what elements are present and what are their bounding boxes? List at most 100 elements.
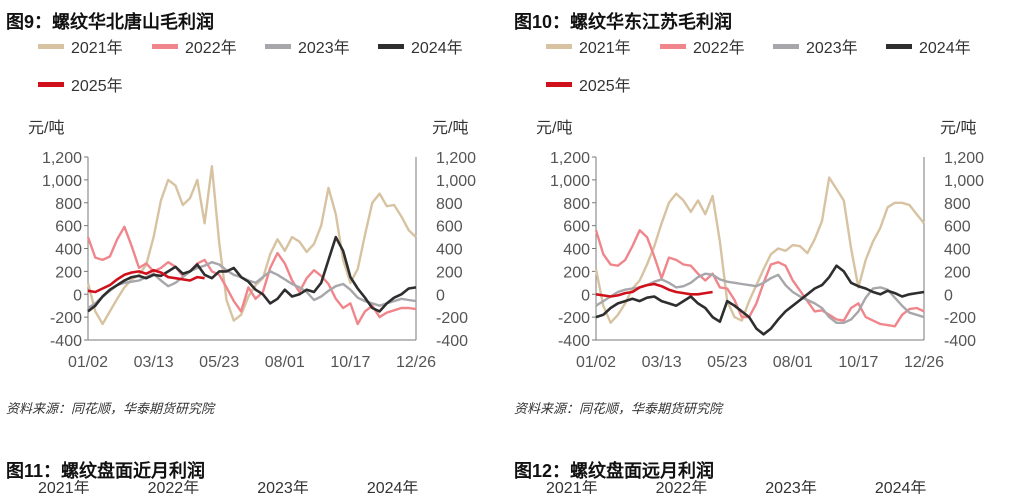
legend-label: 2023年	[298, 40, 350, 57]
legend-item-2021: 2021年	[38, 34, 123, 58]
legend-item-2023: 2023年	[773, 34, 858, 58]
y-tick-label-left: -200	[50, 310, 82, 327]
legend-swatch	[546, 82, 572, 88]
y-tick-label-left: 600	[55, 219, 82, 236]
legend-item-2025: 2025年	[546, 72, 631, 96]
legend-item-2024: 2024年	[886, 34, 971, 58]
y-tick-label-right: -200	[944, 310, 976, 327]
y-tick-label-right: 1,200	[944, 150, 984, 167]
x-tick-label: 12/26	[396, 354, 436, 371]
y-tick-label-left: 800	[55, 196, 82, 213]
y-tick-label-left: 1,000	[550, 173, 590, 190]
legend-item-2023: 2023年	[265, 34, 350, 58]
source-note: 资料来源：同花顺，华泰期货研究院	[514, 401, 723, 416]
y-tick-label-right: 600	[944, 219, 971, 236]
legend-label: 2021年	[546, 480, 598, 494]
legend-label: 2021年	[38, 480, 90, 494]
y-tick-label-left: 1,200	[42, 150, 82, 167]
legend-item-2022: 2022年	[660, 34, 745, 58]
chart-panel-right: 图10：螺纹华东江苏毛利润 2021年 2022年 2023年 2024年 20…	[514, 0, 1019, 420]
x-tick-label: 12/26	[904, 354, 944, 371]
series-line-2022	[86, 225, 417, 326]
y-tick-label-right: 1,200	[436, 150, 476, 167]
y-tick-label-right: 1,000	[436, 173, 476, 190]
x-tick-label: 01/02	[576, 354, 616, 371]
next-figure-title-right: 图12：螺纹盘面远月利润	[514, 461, 715, 481]
x-tick-label: 05/23	[707, 354, 747, 371]
legend-label: 2024年	[366, 480, 419, 494]
chart-title: 图10：螺纹华东江苏毛利润	[514, 12, 733, 32]
legend-label: 2022年	[147, 480, 200, 494]
next-figure-legend-right: 2021年 2022年 2023年 2024年	[546, 480, 984, 494]
legend-label: 2021年	[71, 40, 123, 57]
y-tick-label-right: -200	[436, 310, 468, 327]
legend-swatch	[660, 44, 686, 50]
legend-item-2021: 2021年	[546, 34, 631, 58]
series-line-2023	[87, 261, 417, 310]
legend-label: 2023年	[257, 480, 309, 494]
x-tick-label: 03/13	[134, 354, 174, 371]
y-tick-label-left: 800	[563, 196, 590, 213]
chart-panel-left: 图9：螺纹华北唐山毛利润 2021年 2022年 2023年 2024年 202…	[6, 0, 511, 420]
series-line-2025	[595, 282, 713, 298]
x-tick-label: 03/13	[642, 354, 682, 371]
x-tick-label: 10/17	[330, 354, 370, 371]
legend-item-2025: 2025年	[38, 72, 123, 96]
y-tick-label-left: 0	[73, 287, 82, 304]
source-note: 资料来源：同花顺，华泰期货研究院	[6, 401, 215, 416]
legend-swatch	[378, 44, 404, 50]
y-tick-label-right: 800	[944, 196, 971, 213]
y-tick-label-left: -400	[558, 333, 590, 350]
legend-swatch	[152, 44, 178, 50]
y-tick-label-left: 1,200	[550, 150, 590, 167]
x-tick-label: 10/17	[838, 354, 878, 371]
y-tick-label-right: 800	[436, 196, 463, 213]
y-tick-label-left: -400	[50, 333, 82, 350]
y-tick-label-right: 200	[436, 264, 463, 281]
next-figure-title-left: 图11：螺纹盘面近月利润	[6, 461, 206, 481]
series-line-2021	[594, 176, 925, 324]
line-chart-jiangsu: 1,200 1,200 1,000 1,000 800 800 600 600 400 400 20…	[550, 150, 984, 371]
legend-swatch	[38, 44, 64, 50]
y-axis-unit-right: 元/吨	[940, 120, 977, 137]
line-chart-tangshan: 1,200 1,200 1,000 1,000 800 800 600 600 400 400 20…	[42, 150, 476, 371]
y-tick-label-right: 0	[436, 287, 445, 304]
legend-label: 2025年	[71, 78, 123, 95]
legend-label: 2024年	[874, 480, 927, 494]
y-tick-label-left: 400	[55, 242, 82, 259]
legend-label: 2023年	[806, 40, 858, 57]
y-tick-label-right: -400	[436, 333, 468, 350]
legend-label: 2022年	[185, 40, 237, 57]
legend-label: 2021年	[579, 40, 631, 57]
legend-label: 2023年	[765, 480, 817, 494]
y-axis-unit-left: 元/吨	[28, 120, 65, 137]
series-line-2024	[595, 264, 925, 336]
y-tick-label-left: 400	[563, 242, 590, 259]
legend-swatch	[773, 44, 799, 50]
y-axis-unit-right: 元/吨	[432, 120, 469, 137]
y-tick-label-right: 0	[944, 287, 953, 304]
y-tick-label-left: 1,000	[42, 173, 82, 190]
next-figure-legend-left: 2021年 2022年 2023年 2024年	[38, 480, 476, 494]
legend-label: 2022年	[655, 480, 708, 494]
y-tick-label-left: -200	[558, 310, 590, 327]
y-tick-label-left: 600	[563, 219, 590, 236]
y-tick-label-right: 400	[944, 242, 971, 259]
y-tick-label-left: 0	[581, 287, 590, 304]
y-tick-label-right: 600	[436, 219, 463, 236]
x-tick-label: 08/01	[773, 354, 813, 371]
legend-label: 2022年	[693, 40, 745, 57]
legend-swatch	[38, 82, 64, 88]
y-tick-label-right: 200	[944, 264, 971, 281]
y-tick-label-left: 200	[563, 264, 590, 281]
series-line-2024	[87, 235, 417, 313]
legend-item-2022: 2022年	[152, 34, 237, 58]
legend-swatch	[265, 44, 291, 50]
series-line-2021	[86, 164, 417, 326]
legend-label: 2024年	[919, 40, 971, 57]
x-tick-label: 05/23	[199, 354, 239, 371]
legend-swatch	[886, 44, 912, 50]
legend-item-2024: 2024年	[378, 34, 463, 58]
legend-swatch	[546, 44, 572, 50]
y-tick-label-right: 400	[436, 242, 463, 259]
